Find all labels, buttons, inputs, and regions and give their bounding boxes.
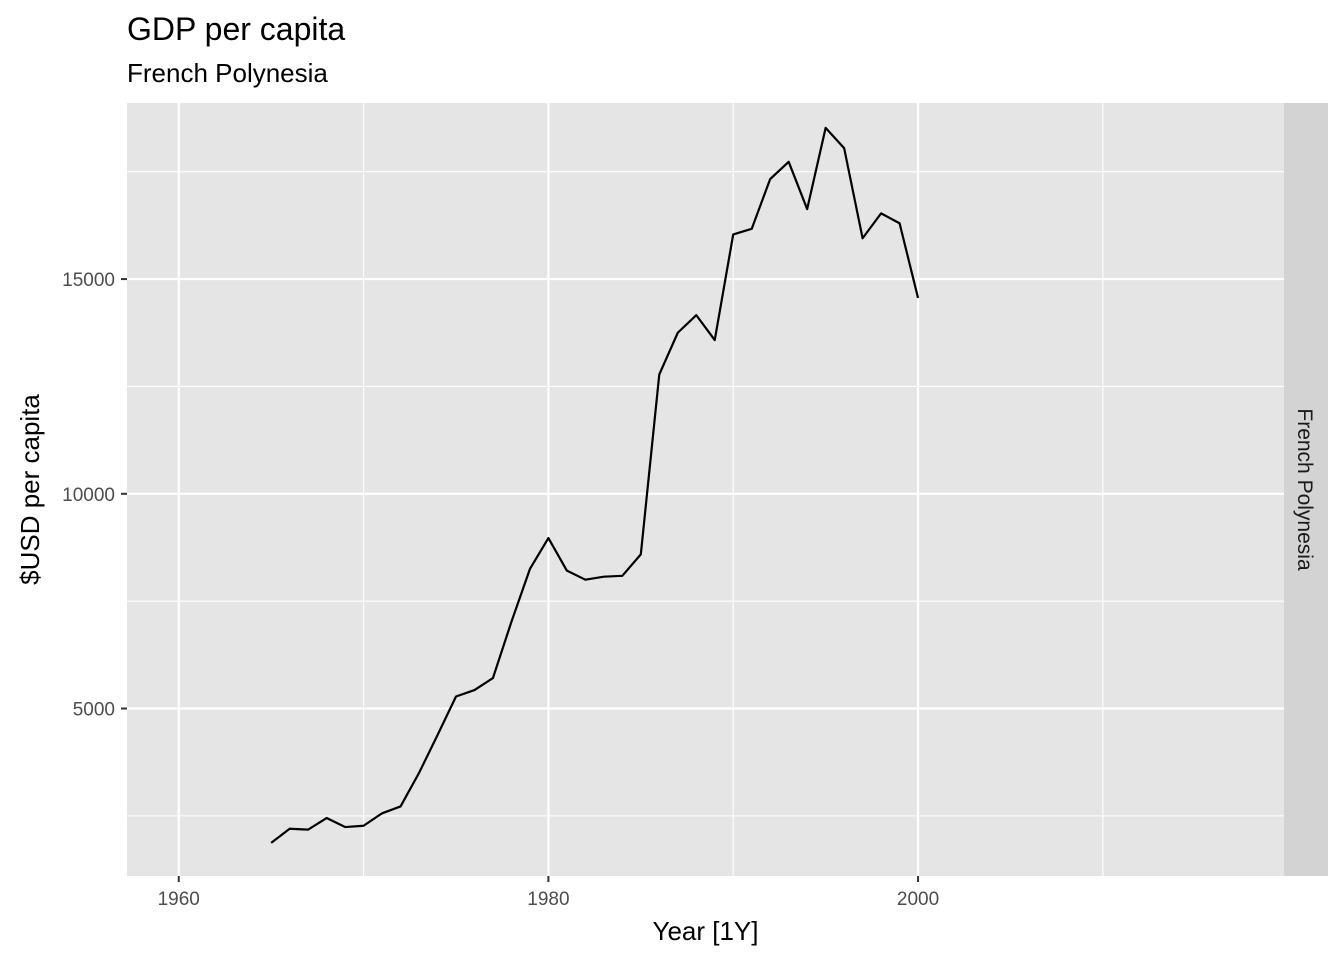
y-tick-label: 5000 bbox=[73, 700, 115, 721]
chart-subtitle: French Polynesia bbox=[127, 58, 328, 88]
x-tick-label: 1960 bbox=[158, 889, 200, 910]
x-tick-label: 2000 bbox=[897, 889, 939, 910]
facet-strip bbox=[1284, 103, 1328, 876]
minor-gridlines bbox=[127, 103, 1284, 876]
x-axis: 1960 1980 2000 bbox=[158, 876, 939, 910]
y-axis-title: $USD per capita bbox=[15, 394, 45, 585]
facet-strip-label: French Polynesia bbox=[1293, 408, 1316, 571]
plot-panel bbox=[127, 103, 1284, 876]
x-tick-label: 1980 bbox=[527, 889, 569, 910]
series-line bbox=[270, 126, 920, 844]
y-axis: 5000 10000 15000 bbox=[62, 270, 127, 721]
chart-title: GDP per capita bbox=[127, 11, 345, 47]
major-gridlines bbox=[127, 103, 1284, 876]
x-axis-title: Year [1Y] bbox=[652, 916, 758, 946]
y-tick-label: 10000 bbox=[62, 485, 115, 506]
y-tick-label: 15000 bbox=[62, 270, 115, 291]
